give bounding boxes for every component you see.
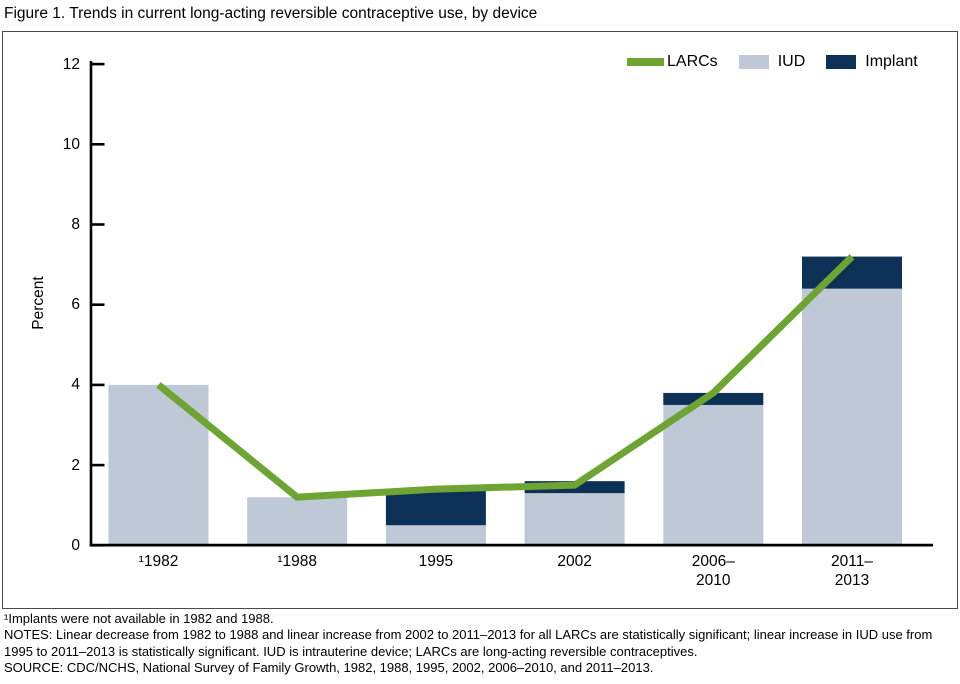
y-tick-label: 8 [71,216,80,233]
figure-title: Figure 1. Trends in current long-acting … [4,5,538,22]
y-tick-label: 2 [71,456,80,474]
x-axis-label: 1995 [418,552,454,570]
x-axis-label: 2002 [557,552,592,570]
footnote-source: SOURCE: CDC/NCHS, National Survey of Fam… [4,660,654,676]
iud-bar-segment [385,525,486,547]
x-axis-label: ¹1988 [277,552,318,570]
footnote-notes: NOTES: Linear decrease from 1982 to 1988… [4,627,933,659]
y-tick-label: 0 [71,536,80,554]
y-tick-label: 10 [62,135,80,153]
implant-legend-swatch-icon [826,55,857,69]
implant-bar-segment [802,256,902,289]
legend-item-larcs: LARCs [627,53,718,71]
x-axis-label: 2006– 2010 [691,552,735,589]
larcs-trend-line [156,254,855,501]
implant-bar-segment [663,392,764,405]
iud-legend-swatch-icon [738,55,769,69]
y-tick-label: 4 [71,376,80,394]
iud-bar-segment [802,288,902,547]
x-axis-label: 2011– 2013 [831,552,873,589]
iud-bar-segment [663,404,764,547]
larcs-legend-swatch-icon [627,58,664,66]
legend-item-implant: Implant [826,53,918,71]
footnotes: ¹Implants were not available in 1982 and… [4,611,956,677]
implant-bar-segment [385,489,486,526]
y-tick-label: 12 [62,55,80,73]
iud-bar-segment [247,497,348,547]
legend-item-iud: IUD [738,53,806,71]
legend-label: LARCs [667,53,718,70]
legend-label: Implant [865,53,918,70]
chart-legend: LARCs IUD Implant [627,53,918,71]
x-axis-label: ¹1982 [138,552,179,570]
footnote-implant-note: ¹Implants were not available in 1982 and… [4,611,274,626]
legend-label: IUD [777,53,806,70]
iud-bar-segment [524,493,625,547]
y-tick-label: 6 [71,296,80,314]
